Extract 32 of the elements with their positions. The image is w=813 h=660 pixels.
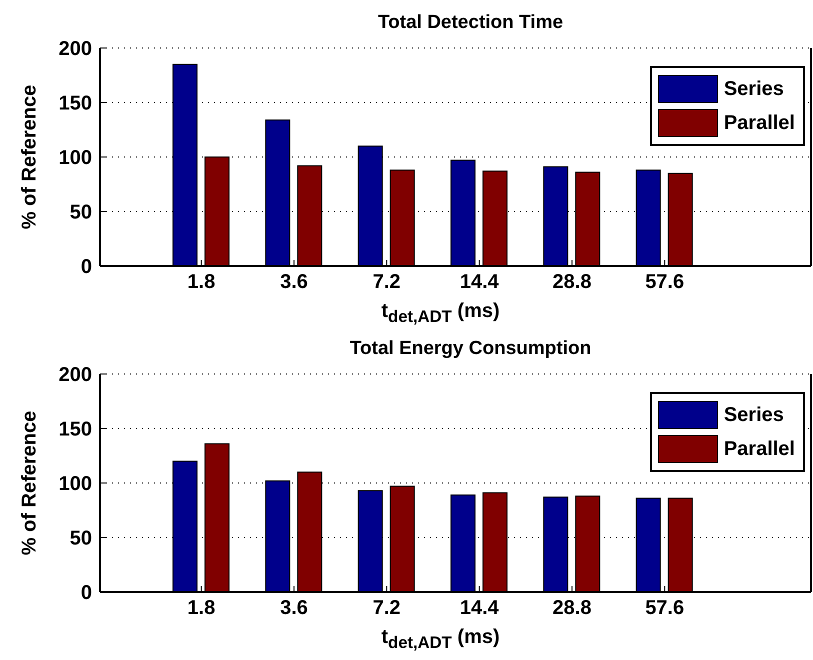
x-tick-label: 28.8 [552,271,592,294]
y-axis-title: % of Reference [18,410,40,556]
chart-title: Total Detection Time [376,11,564,35]
y-tick-label: 50 [70,528,92,550]
x-tick-label: 28.8 [552,597,592,620]
x-axis-title: t$_{det,ADT}$ (ms) [380,300,501,327]
y-tick-label: 200 [58,38,92,60]
y-tick-label: 0 [80,582,92,604]
x-axis-title: t$_{det,ADT}$ (ms) [380,626,501,653]
y-tick-label: 100 [58,473,92,496]
y-tick-label: 150 [58,418,92,441]
legend-label: Series [724,404,784,426]
y-tick-label: 100 [58,147,92,170]
y-tick-label: 200 [58,364,92,386]
x-tick-label: 3.6 [280,271,308,294]
y-tick-label: 50 [70,202,92,224]
y-tick-label: 0 [80,256,92,278]
x-tick-label: 57.6 [645,597,684,620]
y-axis-title: % of Reference [18,84,40,230]
x-tick-label: 14.4 [460,597,500,620]
legend-label: Series [724,78,784,100]
legend-label: Parallel [724,438,795,460]
y-tick-label: 150 [58,92,92,115]
x-tick-label: 14.4 [460,271,500,294]
x-tick-label: 1.8 [187,271,216,294]
x-tick-label: 7.2 [372,271,401,294]
legend-label: Parallel [724,112,795,134]
x-tick-label: 3.6 [280,597,308,620]
x-tick-label: 57.6 [645,271,684,294]
chart-title: Total Energy Consumption [348,337,592,361]
x-tick-label: 7.2 [372,597,401,620]
x-tick-label: 1.8 [187,597,216,620]
